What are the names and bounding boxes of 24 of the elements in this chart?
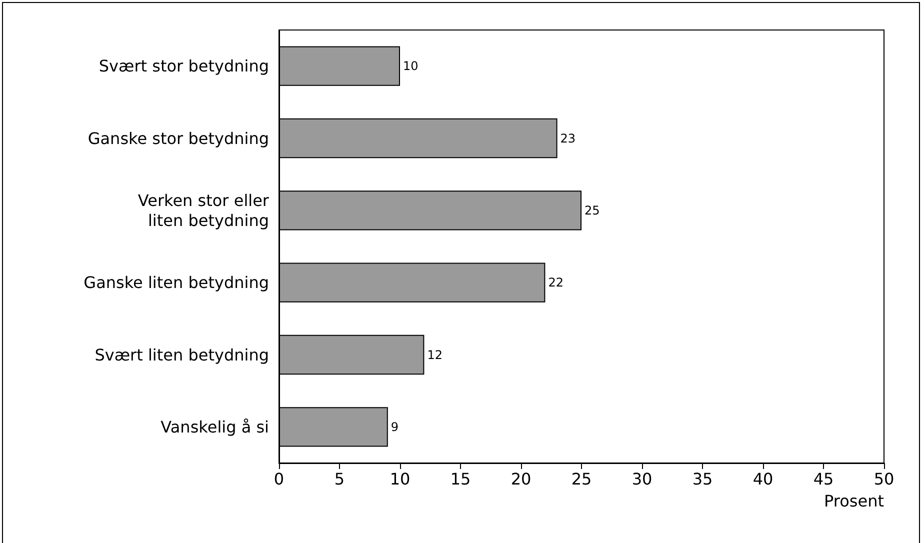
x-tick-label: 20 xyxy=(510,470,532,488)
x-tick-label: 5 xyxy=(334,470,345,488)
x-tick-label: 15 xyxy=(450,470,471,488)
data-label: 23 xyxy=(560,131,576,146)
x-axis-title: Prosent xyxy=(824,492,884,510)
data-label: 22 xyxy=(548,276,564,290)
y-tick-label: Svært stor betydning xyxy=(98,56,269,76)
data-label: 12 xyxy=(427,348,442,362)
y-tick-label: Ganske liten betydning xyxy=(84,273,269,292)
y-tick-label: Vanskelig å si xyxy=(160,417,269,436)
x-tick-label: 40 xyxy=(752,470,774,488)
x-tick-label: 50 xyxy=(874,470,894,488)
x-tick-label: 35 xyxy=(692,470,713,488)
x-tick-label: 30 xyxy=(632,470,652,488)
data-label: 9 xyxy=(390,420,399,434)
x-tick-label: 25 xyxy=(571,470,592,488)
x-tick-label: 10 xyxy=(390,470,410,488)
x-tick-label: 45 xyxy=(813,470,834,488)
y-tick-label: Verken stor eller liten betydning xyxy=(138,190,270,230)
y-tick-label: Ganske stor betydning xyxy=(88,128,269,148)
x-tick-label: 0 xyxy=(274,470,284,488)
data-label: 25 xyxy=(584,203,600,218)
y-tick-label: Svært liten betydning xyxy=(94,345,269,364)
data-label: 10 xyxy=(403,59,418,74)
